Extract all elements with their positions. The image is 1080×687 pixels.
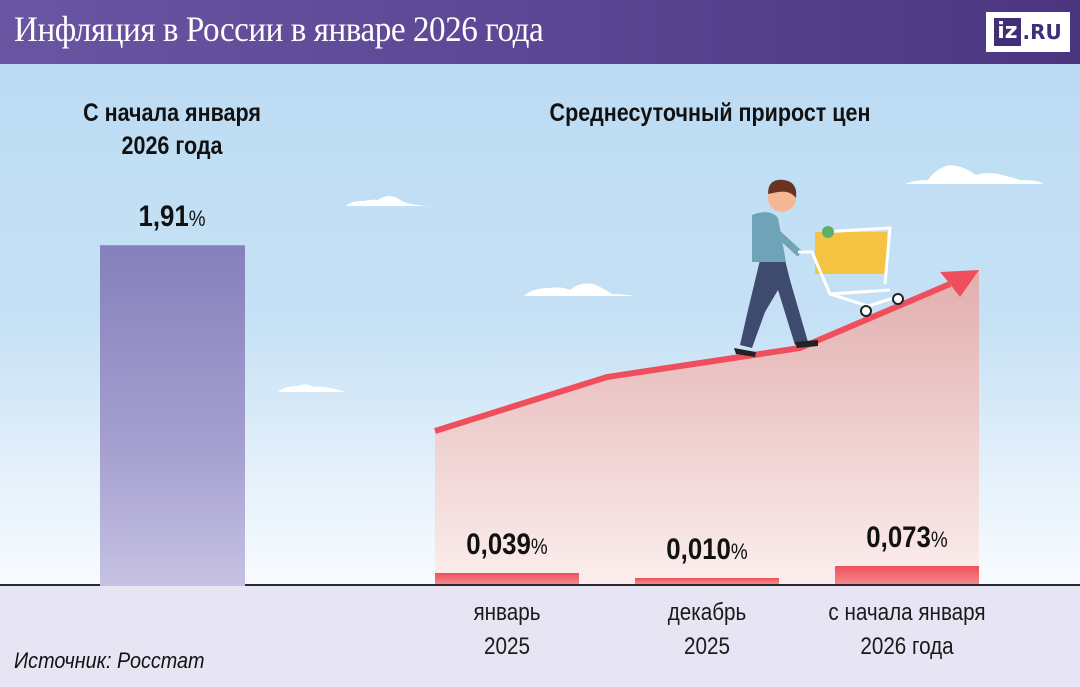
main-value-label: 1,91% (112, 200, 232, 234)
left-panel-title: С начала января 2026 года (69, 97, 275, 163)
cloud-icon (278, 165, 1043, 392)
bar-january-2025 (435, 573, 579, 584)
value: 0,010 (666, 533, 731, 566)
right-panel-title: Среднесуточный прирост цен (549, 99, 871, 127)
value-label-since-january-2026: 0,073% (838, 521, 976, 555)
header: Инфляция в России в январе 2026 года iz … (0, 0, 1080, 64)
unit: % (730, 539, 748, 564)
main-value: 1,91 (138, 200, 189, 233)
category-axis-panel (0, 584, 1080, 687)
value: 0,073 (866, 521, 931, 554)
main-bar (100, 245, 245, 586)
left-title-line2: 2026 года (121, 132, 223, 160)
bar-december-2025 (635, 578, 779, 584)
category-label-since-january-2026: с начала января 2026 года (812, 596, 1001, 664)
label-line2: 2026 года (860, 633, 954, 660)
label-line1: декабрь (667, 599, 747, 626)
bar-since-january-2026 (835, 566, 979, 584)
shopper-illustration (734, 179, 904, 357)
page-title: Инфляция в России в январе 2026 года (14, 9, 544, 49)
arrow-head-icon (940, 270, 979, 297)
value-label-january-2025: 0,039% (438, 528, 576, 562)
main-value-unit: % (188, 206, 206, 231)
unit: % (930, 527, 948, 552)
logo-mark: iz (994, 18, 1021, 46)
source-note: Источник: Росстат (14, 648, 205, 673)
category-label-december-2025: декабрь 2025 (638, 596, 776, 664)
trend-area (435, 270, 979, 584)
left-title-line1: С начала января (83, 99, 261, 127)
label-line2: 2025 (484, 633, 530, 660)
label-line1: январь (473, 599, 541, 626)
unit: % (530, 534, 548, 559)
logo-suffix: .RU (1022, 20, 1062, 44)
value: 0,039 (466, 528, 531, 561)
category-label-january-2025: январь 2025 (438, 596, 576, 664)
iz-ru-logo[interactable]: iz .RU (986, 12, 1070, 52)
value-label-december-2025: 0,010% (638, 533, 776, 567)
label-line2: 2025 (684, 633, 730, 660)
trend-arrow (434, 281, 952, 434)
label-line1: с начала января (828, 599, 986, 626)
